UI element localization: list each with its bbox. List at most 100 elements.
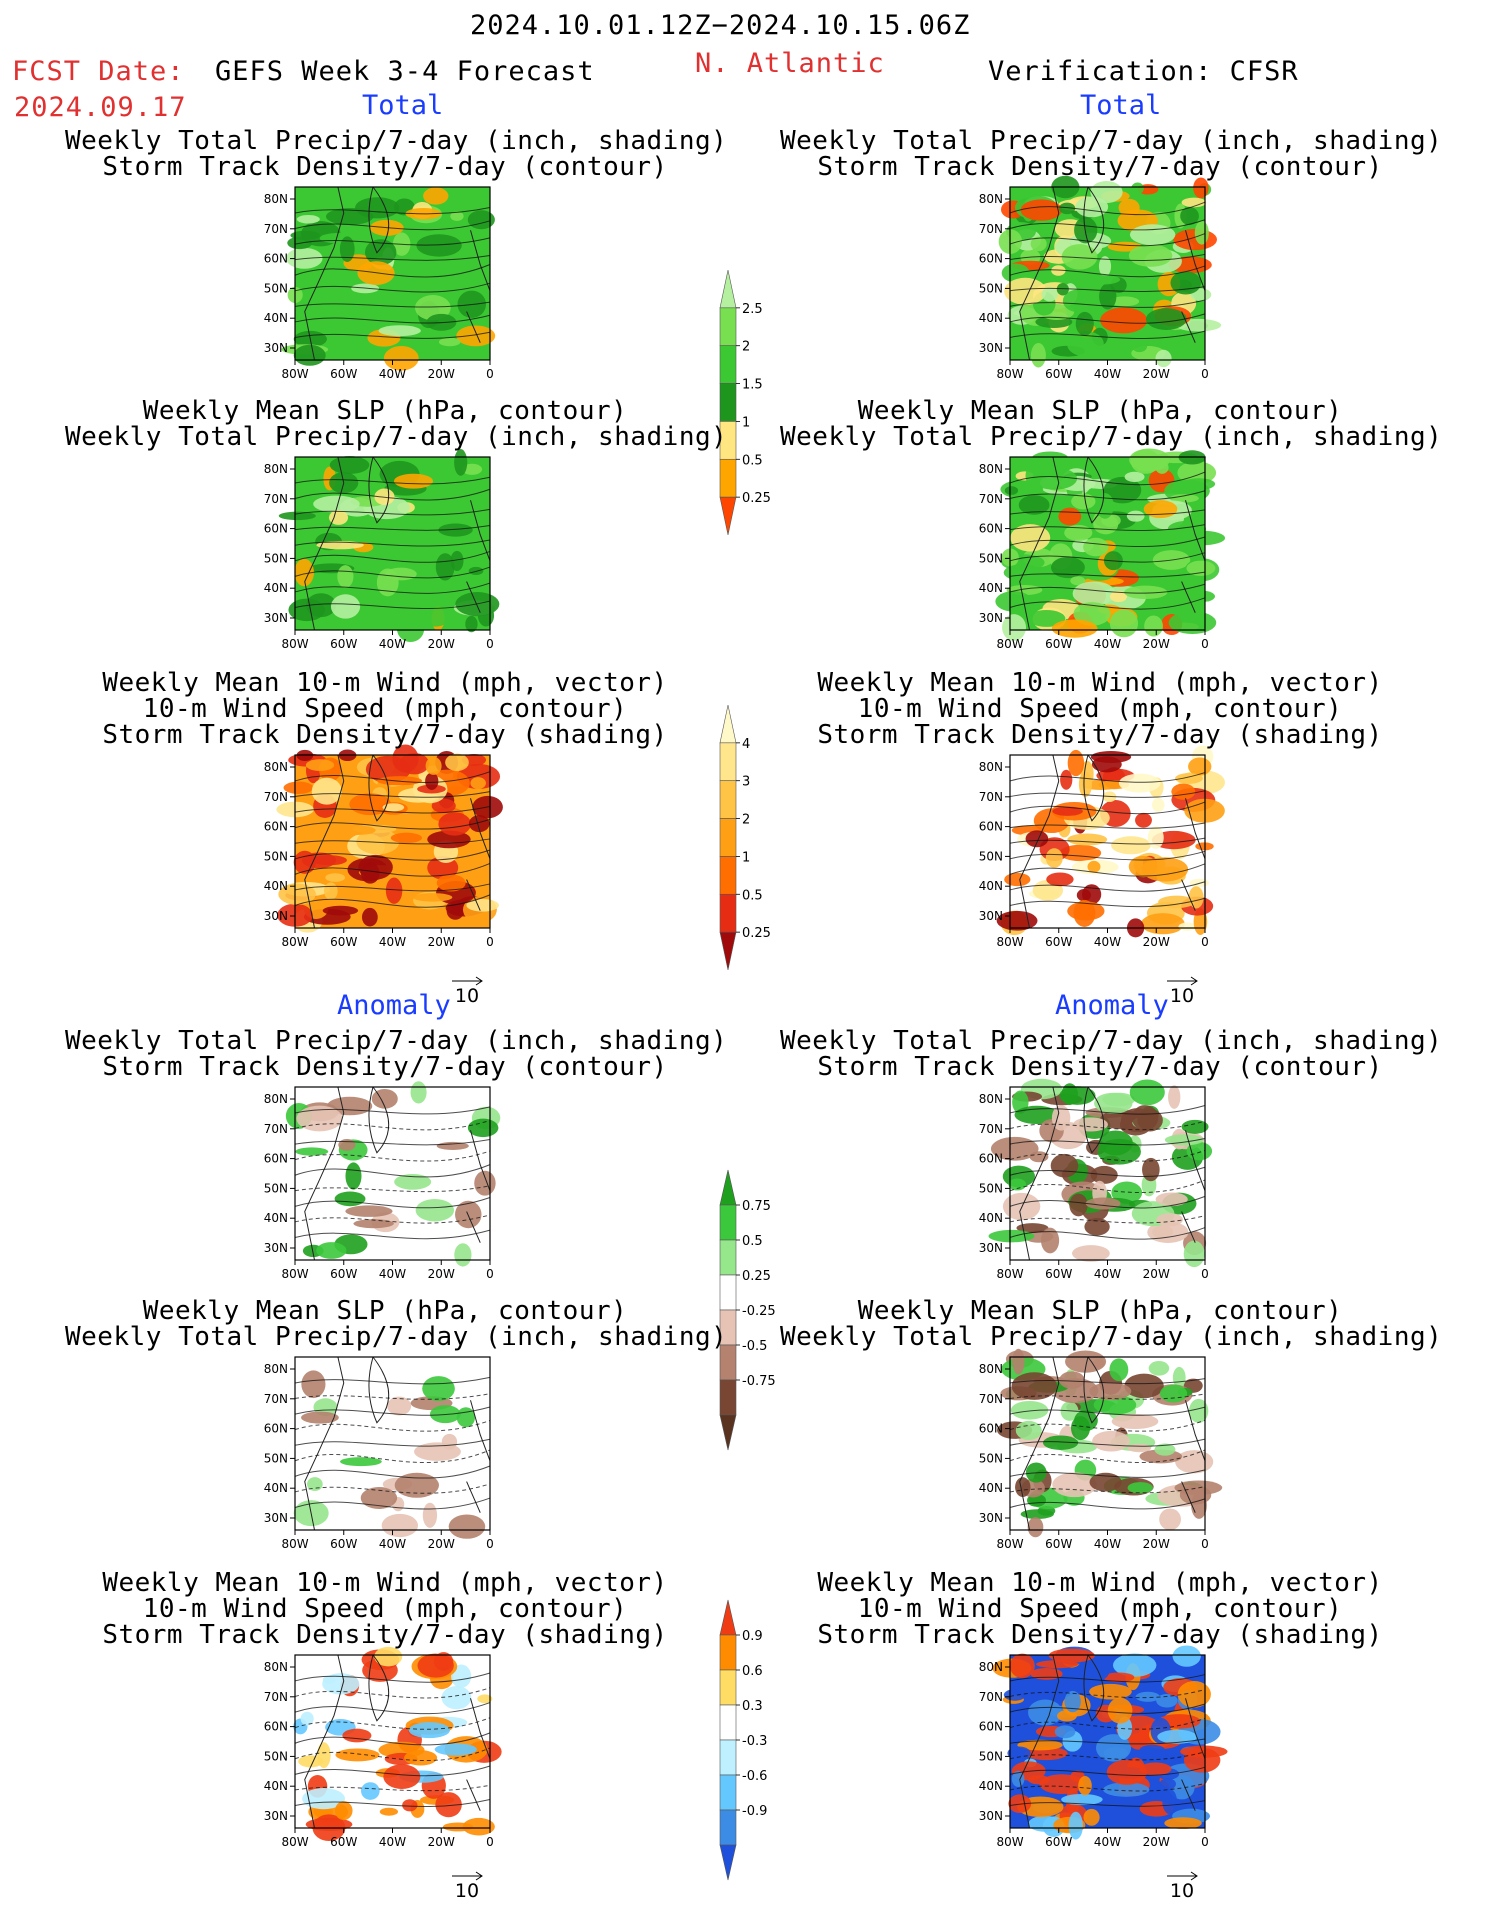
lat-tick-label: 50N: [264, 551, 288, 565]
lat-tick-label: 60N: [264, 820, 288, 834]
lat-tick-label: 50N: [264, 849, 288, 863]
lat-tick-label: 70N: [264, 1122, 288, 1136]
lat-tick-label: 40N: [264, 1779, 288, 1793]
colorbar-label: 0.3: [742, 1699, 763, 1714]
colorbar-segment: [719, 1774, 737, 1811]
lon-tick-label: 20W: [1143, 367, 1170, 381]
section-anomaly-right: Anomaly: [1055, 990, 1169, 1021]
lon-tick-label: 80W: [996, 1537, 1023, 1551]
lon-tick-label: 20W: [1143, 1267, 1170, 1281]
section-total-left: Total: [362, 90, 444, 121]
colorbar-label: 0.5: [742, 1234, 763, 1249]
lon-tick-label: 60W: [1045, 367, 1072, 381]
lon-tick-label: 60W: [330, 637, 357, 651]
colorbar-segment: [719, 742, 737, 782]
lon-tick-label: 0: [486, 367, 494, 381]
lat-tick-label: 30N: [264, 341, 288, 355]
lon-tick-label: 60W: [330, 935, 357, 949]
lon-tick-label: 20W: [428, 637, 455, 651]
colorbar-label: -0.3: [742, 1734, 767, 1749]
lat-tick-label: 60N: [979, 1422, 1003, 1436]
lon-tick-label: 40W: [379, 935, 406, 949]
lat-tick-label: 70N: [264, 1690, 288, 1704]
colorbar-segment: [719, 931, 737, 971]
lat-tick-label: 50N: [264, 1451, 288, 1465]
lat-tick-label: 30N: [264, 909, 288, 923]
colorbar-label: 2.5: [742, 302, 763, 317]
colorbar-label: -0.25: [742, 1304, 776, 1319]
lon-tick-label: 80W: [996, 367, 1023, 381]
colorbar-segment: [719, 1274, 737, 1311]
lat-tick-label: 40N: [979, 879, 1003, 893]
map-panel-r3-right: 80N 70N 60N 50N 40N 30N 80W 60W 40W 20W 0: [979, 745, 1225, 949]
section-anomaly-left: Anomaly: [337, 990, 451, 1021]
panel-title-r1-right: Weekly Total Precip/7-day (inch, shading…: [780, 126, 1443, 182]
lat-tick-label: 30N: [979, 909, 1003, 923]
colorbar-label: 2: [742, 813, 750, 828]
colorbar-label: 1: [742, 415, 750, 430]
vector-ref-r6-right: 10: [1167, 1871, 1198, 1900]
lon-tick-label: 20W: [428, 1537, 455, 1551]
lon-tick-label: 40W: [379, 367, 406, 381]
lat-tick-label: 70N: [264, 222, 288, 236]
lon-tick-label: 80W: [281, 935, 308, 949]
fcst-label: FCST Date:: [12, 56, 185, 87]
vector-ref-r3-left: 10: [452, 976, 483, 1005]
lon-tick-label: 40W: [1094, 637, 1121, 651]
lat-tick-label: 70N: [979, 492, 1003, 506]
lon-tick-label: 80W: [281, 637, 308, 651]
vector-ref-r3-right: 10: [1167, 976, 1198, 1005]
map-panel-r4-right: 80N 70N 60N 50N 40N 30N 80W 60W 40W 20W 0: [979, 1078, 1213, 1281]
lat-tick-label: 50N: [979, 1749, 1003, 1763]
colorbar-label: -0.75: [742, 1374, 776, 1389]
panel-title-r3-left: Weekly Mean 10-m Wind (mph, vector) 10-m …: [102, 668, 668, 750]
panel-title-r1-left: Weekly Total Precip/7-day (inch, shading…: [65, 126, 728, 182]
colorbar-label: 0.5: [742, 453, 763, 468]
lon-tick-label: 40W: [1094, 1835, 1121, 1849]
panel-title-r5-right: Weekly Mean SLP (hPa, contour) Weekly Tot…: [780, 1296, 1443, 1352]
lon-tick-label: 20W: [1143, 637, 1170, 651]
colorbar-segment: [719, 458, 737, 498]
lat-tick-label: 70N: [264, 1392, 288, 1406]
colorbar-label: 1: [742, 850, 750, 865]
date-range: 2024.10.01.12Z−2024.10.15.06Z: [470, 10, 971, 41]
lon-tick-label: 40W: [379, 1835, 406, 1849]
map-panel-r1-right: 80N 70N 60N 50N 40N 30N 80W 60W 40W 20W 0: [979, 175, 1222, 381]
lat-tick-label: 80N: [979, 760, 1003, 774]
lon-tick-label: 0: [1201, 1267, 1209, 1281]
lon-tick-label: 0: [1201, 367, 1209, 381]
section-total-right: Total: [1080, 90, 1162, 121]
lon-tick-label: 60W: [330, 367, 357, 381]
colorbar-label: 1.5: [742, 378, 763, 393]
map-panel-r3-left: 80N 70N 60N 50N 40N 30N 80W 60W 40W 20W 0: [264, 744, 503, 949]
lat-tick-label: 70N: [979, 222, 1003, 236]
lat-tick-label: 80N: [979, 1660, 1003, 1674]
lon-tick-label: 60W: [330, 1537, 357, 1551]
colorbar-label: 0.25: [742, 926, 771, 941]
colorbar-segment: [719, 893, 737, 933]
lat-tick-label: 80N: [979, 1362, 1003, 1376]
panel-title-r2-left: Weekly Mean SLP (hPa, contour) Weekly Tot…: [65, 396, 728, 452]
lon-tick-label: 40W: [1094, 1267, 1121, 1281]
lat-tick-label: 80N: [264, 1092, 288, 1106]
lon-tick-label: 80W: [996, 1267, 1023, 1281]
lat-tick-label: 60N: [979, 1720, 1003, 1734]
lon-tick-label: 20W: [428, 367, 455, 381]
panel-title-r3-right: Weekly Mean 10-m Wind (mph, vector) 10-m …: [817, 668, 1383, 750]
lon-tick-label: 20W: [428, 1835, 455, 1849]
vector-ref-r6-left: 10: [452, 1871, 483, 1900]
lon-tick-label: 60W: [1045, 1835, 1072, 1849]
lon-tick-label: 60W: [330, 1835, 357, 1849]
svg-text:10: 10: [1170, 1880, 1194, 1900]
lat-tick-label: 30N: [979, 1511, 1003, 1525]
colorbar-label: 0.5: [742, 888, 763, 903]
lon-tick-label: 40W: [1094, 367, 1121, 381]
lon-tick-label: 80W: [281, 1835, 308, 1849]
lon-tick-label: 40W: [379, 637, 406, 651]
panel-title-r5-left: Weekly Mean SLP (hPa, contour) Weekly Tot…: [65, 1296, 728, 1352]
colorbar-label: -0.5: [742, 1339, 767, 1354]
lat-tick-label: 40N: [979, 311, 1003, 325]
lat-tick-label: 80N: [979, 1092, 1003, 1106]
colorbar-label: 0.25: [742, 491, 771, 506]
colorbar-segment: [719, 1634, 737, 1671]
